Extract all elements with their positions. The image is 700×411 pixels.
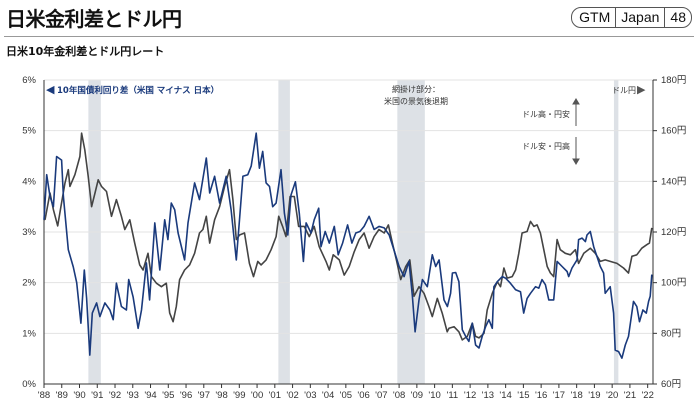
x-axis-tick-label: '20 — [606, 390, 618, 401]
x-axis-tick-label: '98 — [215, 390, 227, 401]
x-axis-tick-label: '21 — [624, 390, 636, 401]
right-axis-tick-label: 80円 — [661, 328, 681, 339]
x-axis-tick-label: '13 — [482, 390, 494, 401]
usdjpy-line — [43, 132, 653, 341]
x-axis-tick-label: '95 — [162, 390, 174, 401]
x-axis-tick-label: '09 — [411, 390, 423, 401]
x-axis-tick-label: '05 — [340, 390, 352, 401]
x-axis-tick-label: '16 — [535, 390, 547, 401]
x-axis-tick-label: '93 — [127, 390, 139, 401]
page-title: 日米金利差とドル円 — [6, 7, 182, 31]
yield-spread-line — [43, 132, 653, 359]
x-axis-tick-label: '10 — [428, 390, 440, 401]
x-axis-tick-label: '06 — [357, 390, 369, 401]
gtm-badge: GTM Japan 48 — [571, 7, 692, 28]
x-axis-tick-label: '97 — [198, 390, 210, 401]
x-axis-tick-label: '07 — [375, 390, 387, 401]
badge-gtm: GTM — [579, 9, 611, 25]
right-axis-tick-label: 60円 — [661, 379, 681, 390]
spread-legend-label: 10年国債利回り差（米国 マイナス 日本） — [57, 85, 219, 96]
usdjpy-legend-arrow: ▶ — [637, 83, 646, 96]
header-divider — [4, 36, 694, 37]
right-axis-tick-label: 180円 — [661, 75, 686, 86]
spread-legend-arrow: ◀ — [46, 83, 55, 96]
left-axis-tick-label: 3% — [22, 227, 36, 238]
x-axis-tick-label: '08 — [393, 390, 405, 401]
x-axis-tick-label: '91 — [91, 390, 103, 401]
left-axis-tick-label: 1% — [22, 328, 36, 339]
x-axis-tick-label: '92 — [109, 390, 121, 401]
recession-label-line2: 米国の景気後退期 — [384, 96, 448, 106]
x-axis-tick-label: '11 — [447, 390, 459, 401]
left-axis-tick-label: 6% — [22, 75, 36, 86]
left-axis-tick-label: 2% — [22, 278, 36, 289]
badge-region: Japan — [615, 8, 664, 27]
left-axis-tick-label: 0% — [22, 379, 36, 390]
x-axis-tick-label: '00 — [251, 390, 263, 401]
x-axis-tick-label: '89 — [56, 390, 68, 401]
left-axis-tick-label: 4% — [22, 176, 36, 187]
yen-strong-label: ドル安・円高 — [522, 141, 570, 151]
usdjpy-legend-label: ドル円 — [612, 86, 636, 95]
x-axis-tick-label: '03 — [304, 390, 316, 401]
badge-page-number: 48 — [664, 8, 691, 27]
x-axis-tick-label: '14 — [499, 390, 511, 401]
up-arrow-icon — [572, 98, 580, 126]
x-axis-tick-label: '22 — [641, 390, 653, 401]
x-axis-tick-label: '01 — [269, 390, 281, 401]
recession-label-line1: 網掛け部分： — [392, 84, 440, 94]
down-arrow-icon — [572, 137, 580, 165]
right-axis-tick-label: 120円 — [661, 227, 686, 238]
chart-subtitle: 日米10年金利差とドル円レート — [6, 45, 165, 58]
x-axis-tick-label: '12 — [464, 390, 476, 401]
right-axis-tick-label: 160円 — [661, 126, 686, 137]
x-axis-tick-label: '90 — [73, 390, 85, 401]
x-axis-tick-label: '04 — [322, 390, 334, 401]
x-axis-tick-label: '94 — [144, 390, 156, 401]
right-axis-tick-label: 140円 — [661, 176, 686, 187]
x-axis-tick-label: '17 — [553, 390, 565, 401]
x-axis-tick-label: '02 — [286, 390, 298, 401]
x-axis-tick-label: '19 — [588, 390, 600, 401]
right-axis-tick-label: 100円 — [661, 278, 686, 289]
left-axis-tick-label: 5% — [22, 126, 36, 137]
x-axis-tick-label: '96 — [180, 390, 192, 401]
x-axis-tick-label: '18 — [570, 390, 582, 401]
x-axis-tick-label: '15 — [517, 390, 529, 401]
x-axis-tick-label: '88 — [38, 390, 50, 401]
x-axis-tick-label: '99 — [233, 390, 245, 401]
yen-weak-label: ドル高・円安 — [522, 109, 570, 119]
